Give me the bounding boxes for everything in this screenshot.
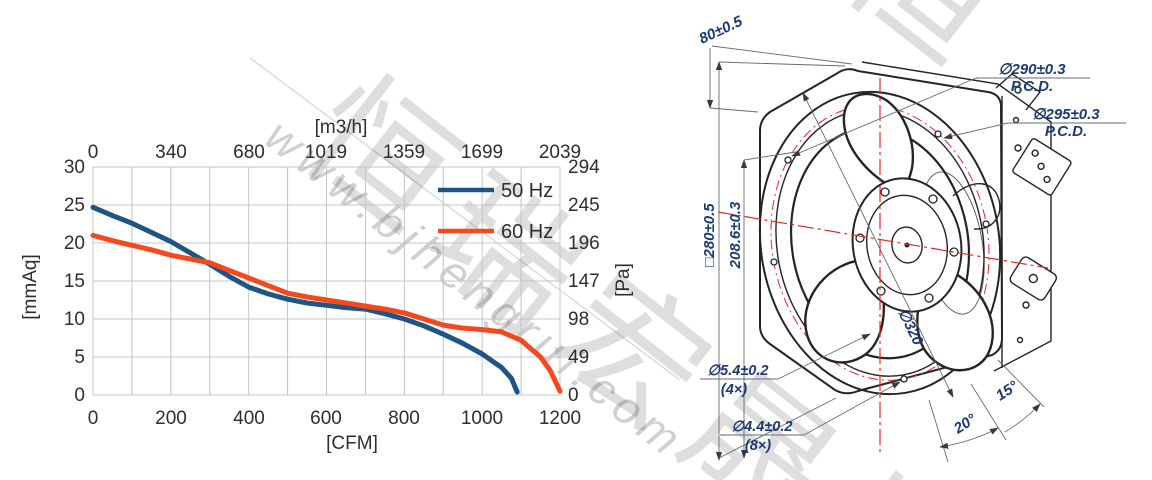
cfm-tick: 800: [388, 408, 420, 429]
m3h-tick: 680: [233, 142, 265, 163]
dim-hole-5-4: ∅5.4±0.2: [708, 363, 769, 379]
y-right-axis-unit: [Pa]: [613, 263, 634, 297]
mounting-ear: [995, 73, 1042, 111]
dim-hole-4-4-qty: (8×): [745, 438, 771, 454]
mmaq-tick: 20: [64, 233, 85, 254]
pa-tick: 0: [568, 385, 579, 406]
x-bottom-axis-unit: [CFM]: [326, 433, 378, 454]
pa-tick: 245: [568, 195, 600, 216]
m3h-tick: 340: [155, 142, 187, 163]
dim-hole-4-4: ∅4.4±0.2: [732, 419, 793, 435]
mmaq-tick: 0: [74, 385, 85, 406]
y-axis-right: [Pa] 294 245 196 147 98 49 0: [568, 157, 634, 406]
terminal-box: [1012, 138, 1072, 196]
cfm-tick: 0: [88, 408, 99, 429]
cfm-tick: 400: [233, 408, 265, 429]
cfm-tick: 1200: [539, 408, 581, 429]
mmaq-tick: 25: [64, 195, 85, 216]
cfm-tick: 600: [310, 408, 342, 429]
y-axis-left: [mmAq] 30 25 20 15 10 5 0: [20, 157, 85, 406]
chart-grid: [92, 166, 561, 396]
watermark-diagonal-line: [249, 57, 681, 381]
curve-60hz: [90, 232, 563, 394]
mmaq-tick: 30: [64, 157, 85, 178]
dim-hole-5-4-qty: (4×): [721, 382, 747, 398]
m3h-tick: 1359: [383, 142, 425, 163]
dim-pcd-295: ∅295±0.3: [1032, 106, 1100, 123]
x-top-axis-unit: [m3/h]: [315, 117, 368, 138]
lower-bracket: [1009, 256, 1058, 301]
dim-pcd-295-sub: P.C.D.: [1045, 123, 1087, 140]
m3h-tick: 2039: [539, 142, 581, 163]
dim-depth: 80±0.5: [700, 13, 746, 48]
chart-legend: 50 Hz 60 Hz: [438, 180, 553, 243]
dim-square: □280±0.5: [701, 203, 718, 267]
y-left-axis-unit: [mmAq]: [20, 254, 41, 319]
legend-label-60hz: 60 Hz: [501, 221, 553, 243]
curve-50hz: [90, 204, 520, 395]
performance-chart: [m3/h] 0 340 680 1019 1359 1699 2039 [mm…: [20, 117, 634, 454]
dim-pcd-290: ∅290±0.3: [998, 61, 1066, 78]
pa-tick: 147: [568, 271, 600, 292]
pa-tick: 98: [568, 309, 589, 330]
cfm-tick: 1000: [461, 408, 503, 429]
pa-tick: 294: [568, 157, 600, 178]
x-axis-bottom: [CFM] 0 200 400 600 800 1000 1200: [88, 408, 581, 454]
mmaq-tick: 15: [64, 271, 85, 292]
x-axis-top: [m3/h] 0 340 680 1019 1359 1699 2039: [88, 117, 581, 163]
blade-partial: [952, 182, 1001, 230]
pa-tick: 49: [568, 347, 589, 368]
dim-height: 208.6±0.3: [727, 201, 744, 269]
mmaq-tick: 5: [74, 347, 85, 368]
cfm-tick: 200: [155, 408, 187, 429]
legend-label-50hz: 50 Hz: [501, 180, 553, 202]
dim-angle-20: 20°: [950, 410, 980, 438]
fan-drawing: 80±0.5 □280±0.5 208.6±0.3 ∅290±0.3 P.C.D…: [700, 13, 1126, 463]
dim-pcd-290-sub: P.C.D.: [1011, 78, 1053, 95]
m3h-tick: 1019: [305, 142, 347, 163]
m3h-tick: 1699: [461, 142, 503, 163]
dim-angle-15: 15°: [993, 377, 1022, 404]
pa-tick: 196: [568, 233, 600, 254]
m3h-tick: 0: [88, 142, 99, 163]
mmaq-tick: 10: [64, 309, 85, 330]
